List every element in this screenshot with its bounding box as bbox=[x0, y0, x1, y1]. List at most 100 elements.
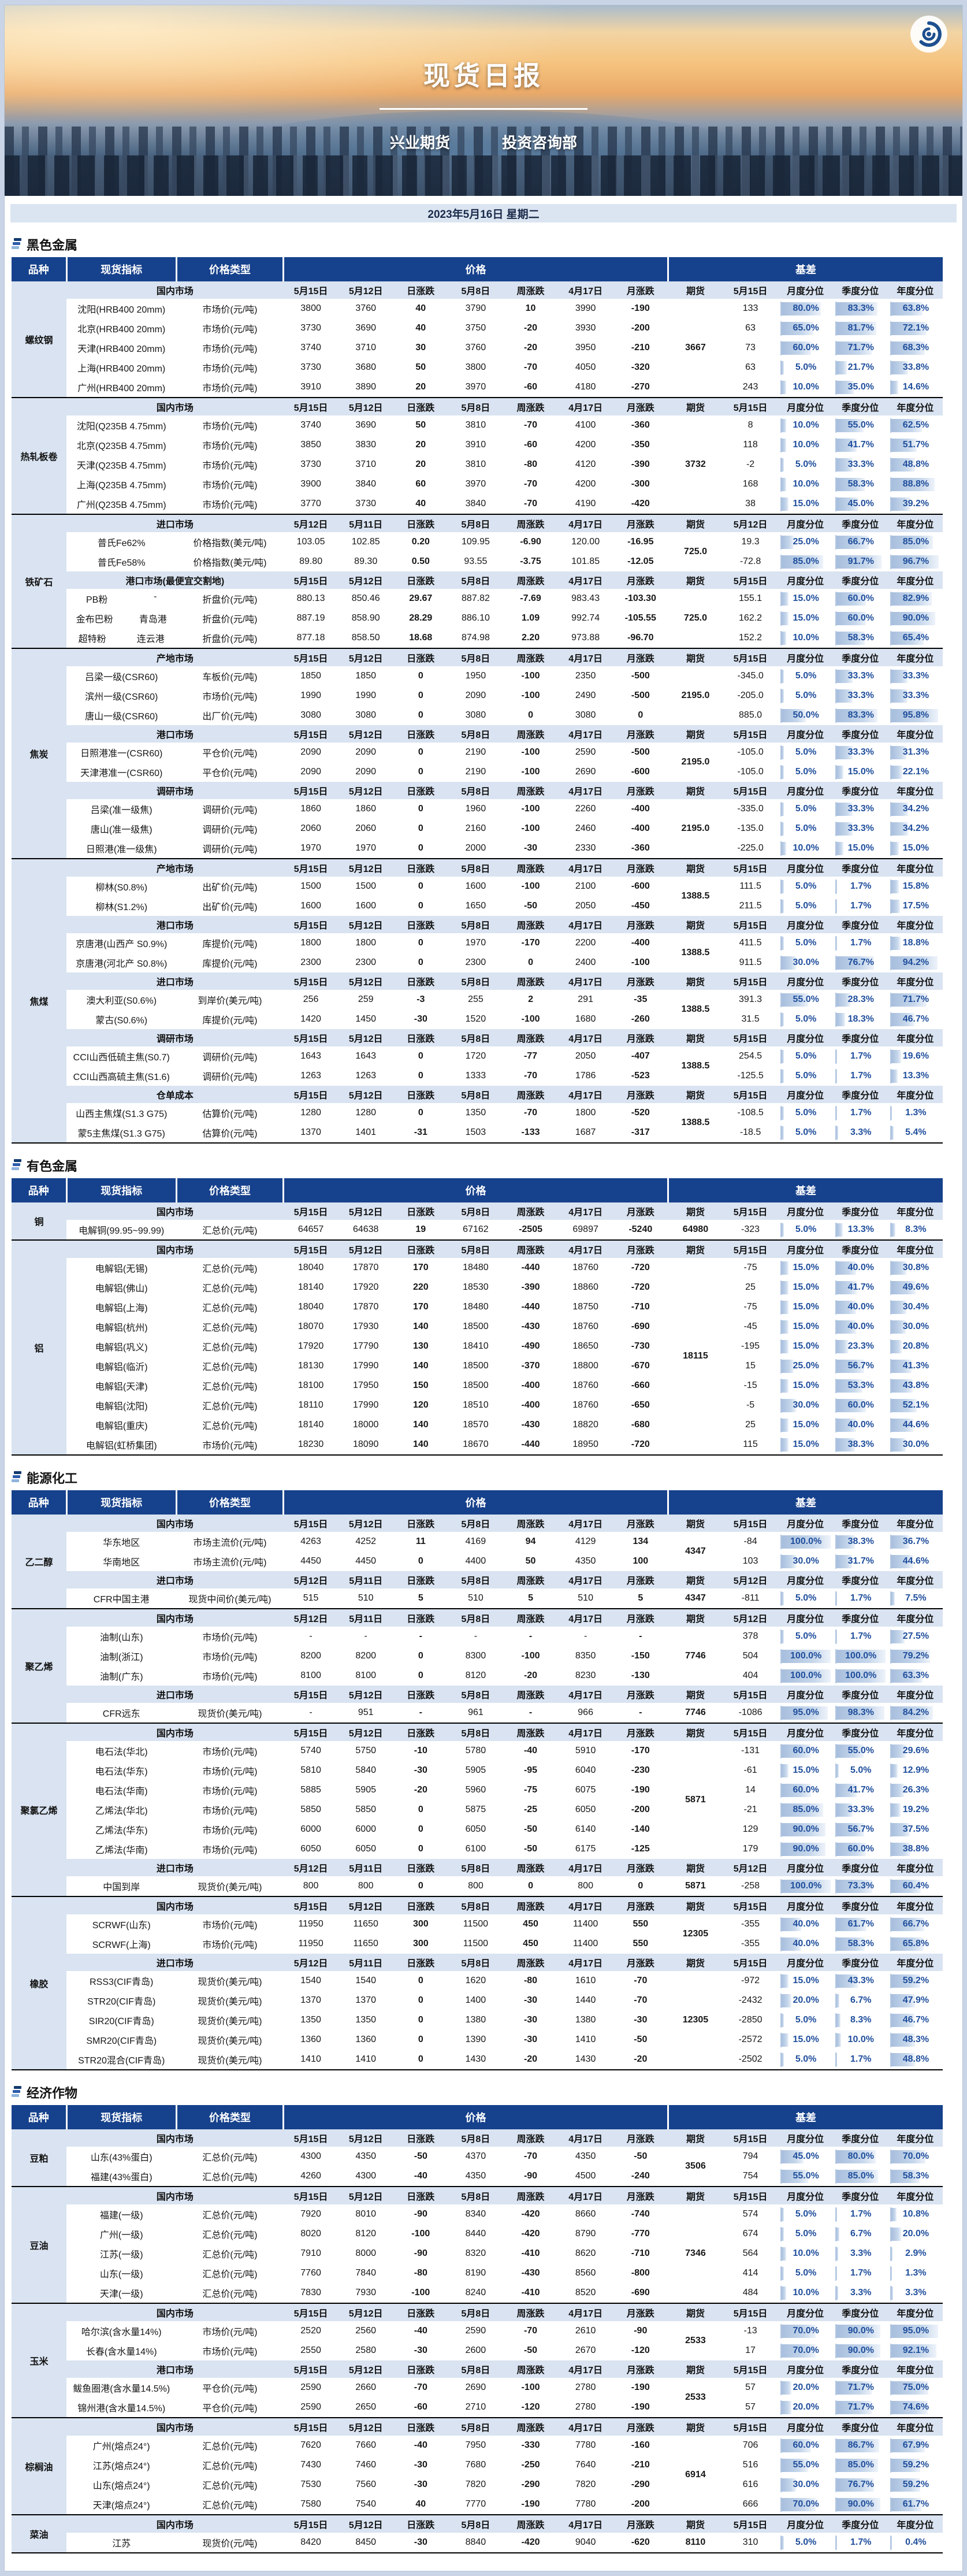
price-type-cell: 汇总价(元/吨) bbox=[176, 2436, 283, 2455]
date-header-cell: 年度分位 bbox=[888, 1954, 943, 1971]
percentile-bar bbox=[782, 2247, 787, 2261]
percentile-cell: 40.0% bbox=[778, 1914, 833, 1934]
date-header-cell: 月度分位 bbox=[778, 281, 833, 299]
percentile-bar-wrap: 17.5% bbox=[890, 899, 940, 914]
variety-cell: 菜油 bbox=[12, 2515, 66, 2553]
price-cell: 8240 bbox=[448, 2283, 503, 2303]
price-cell: 510 bbox=[339, 1588, 393, 1609]
percentile-value: 60.0% bbox=[848, 613, 874, 623]
date-header-cell: 月度分位 bbox=[778, 514, 833, 532]
percentile-cell: 98.3% bbox=[833, 1703, 888, 1723]
basis-cell: 794 bbox=[723, 2147, 778, 2166]
percentile-bar bbox=[782, 361, 784, 374]
percentile-cell: 28.3% bbox=[833, 990, 888, 1009]
indicator-name-wrap: SIR20(CIF青岛) bbox=[67, 2013, 176, 2027]
percentile-bar-wrap: 15.0% bbox=[780, 1379, 831, 1393]
indicator-cell: 电解铝(杭州) bbox=[66, 1317, 176, 1337]
percentile-bar-wrap: 62.5% bbox=[890, 418, 940, 433]
percentile-cell: 73.3% bbox=[833, 1876, 888, 1896]
basis-cell: 179 bbox=[723, 1839, 778, 1859]
price-type-cell: 汇总价(元/吨) bbox=[176, 1415, 283, 1435]
change-cell: -210 bbox=[613, 338, 668, 358]
price-cell: 2300 bbox=[284, 953, 339, 973]
percentile-cell: 15.0% bbox=[778, 2030, 833, 2050]
change-cell: 18.68 bbox=[393, 628, 448, 648]
indicator-cell: 京唐港(河北产 S0.8%) bbox=[66, 953, 176, 973]
percentile-cell: 31.3% bbox=[888, 743, 943, 762]
date-header-cell: 月度分位 bbox=[778, 725, 833, 743]
percentile-bar-wrap: 35.0% bbox=[835, 380, 886, 395]
date-header-cell: 5月8日 bbox=[448, 1686, 503, 1703]
indicator-name-wrap: 福建(一级) bbox=[67, 2207, 176, 2221]
percentile-cell: 1.7% bbox=[833, 1066, 888, 1086]
banner-cell: 现货指标 bbox=[66, 2105, 176, 2129]
date-header-cell: 季度分位 bbox=[833, 398, 888, 415]
percentile-bar-wrap: 20.0% bbox=[780, 1994, 831, 2008]
percentile-value: 5.0% bbox=[850, 1765, 871, 1776]
basis-cell: 254.5 bbox=[723, 1046, 778, 1066]
change-cell: -770 bbox=[613, 2224, 668, 2244]
indicator-name: 天津(HRB400 20mm) bbox=[77, 341, 165, 355]
price-cell: 4300 bbox=[339, 2166, 393, 2187]
percentile-cell: 2.9% bbox=[888, 2244, 943, 2263]
price-cell: - bbox=[339, 1627, 393, 1646]
percentile-cell: 45.0% bbox=[833, 494, 888, 514]
percentile-bar-wrap: 33.3% bbox=[835, 458, 886, 472]
price-cell: 510 bbox=[558, 1588, 613, 1609]
date-header-cell: 5月15日 bbox=[723, 2129, 778, 2147]
date-header-cell: 5月8日 bbox=[448, 2418, 503, 2436]
price-cell: 8560 bbox=[558, 2263, 613, 2283]
indicator-location: 青岛港 bbox=[139, 611, 167, 625]
change-cell: -60 bbox=[393, 2397, 448, 2418]
indicator-name-wrap: 北京(HRB400 20mm) bbox=[67, 321, 176, 335]
percentile-bar-wrap: 33.3% bbox=[890, 689, 940, 703]
price-type-cell: 估算价(元/吨) bbox=[176, 1103, 283, 1123]
percentile-value: 20.0% bbox=[793, 1995, 819, 2006]
price-type-cell: 汇总价(元/吨) bbox=[176, 1297, 283, 1317]
change-cell: -12.05 bbox=[613, 552, 668, 571]
date-header-cell: 月涨跌 bbox=[613, 1723, 668, 1741]
date-header-cell: 5月12日 bbox=[339, 782, 393, 799]
date-header-cell: 5月12日 bbox=[339, 571, 393, 589]
percentile-bar bbox=[782, 2381, 791, 2395]
date-header-cell: 5月11日 bbox=[339, 1859, 393, 1876]
indicator-cell: 金布巴粉青岛港 bbox=[66, 608, 176, 628]
date-header-cell: 月涨跌 bbox=[613, 2303, 668, 2321]
price-cell: 4200 bbox=[558, 435, 613, 455]
percentile-cell: 44.6% bbox=[888, 1415, 943, 1435]
change-cell: -31 bbox=[393, 1123, 448, 1143]
futures-cell: 3667 bbox=[668, 299, 723, 398]
percentile-cell: 58.3% bbox=[833, 474, 888, 494]
date-header-cell: 5月12日 bbox=[723, 514, 778, 532]
indicator-name: 油制(浙江) bbox=[100, 1649, 143, 1663]
date-header-cell: 5月8日 bbox=[448, 571, 503, 589]
percentile-value: 82.9% bbox=[903, 593, 929, 604]
basis-cell: -2432 bbox=[723, 1991, 778, 2010]
basis-cell: -131 bbox=[723, 1741, 778, 1761]
date-header-cell: 5月12日 bbox=[339, 398, 393, 415]
date-header-cell: 5月8日 bbox=[448, 514, 503, 532]
percentile-bar-wrap: 37.5% bbox=[890, 1822, 940, 1837]
futures-cell: 7746 bbox=[668, 1703, 723, 1723]
change-cell: -100 bbox=[503, 1009, 558, 1029]
date-header-cell: 日涨跌 bbox=[393, 2303, 448, 2321]
date-header-cell: 期货 bbox=[668, 1202, 723, 1220]
percentile-cell: 85.0% bbox=[833, 2166, 888, 2187]
percentile-value: 80.0% bbox=[793, 303, 819, 314]
date-header-cell: 日涨跌 bbox=[393, 1515, 448, 1532]
price-cell: 7930 bbox=[339, 2283, 393, 2303]
percentile-bar-wrap: 85.0% bbox=[890, 535, 940, 550]
date-header-cell: 月度分位 bbox=[778, 1086, 833, 1103]
basis-cell: -2572 bbox=[723, 2030, 778, 2050]
futures-cell: 2195.0 bbox=[668, 666, 723, 725]
change-cell: 0 bbox=[393, 877, 448, 896]
percentile-bar-wrap: 10.0% bbox=[780, 418, 831, 433]
percentile-cell: 65.4% bbox=[888, 628, 943, 648]
change-cell: -430 bbox=[503, 1415, 558, 1435]
